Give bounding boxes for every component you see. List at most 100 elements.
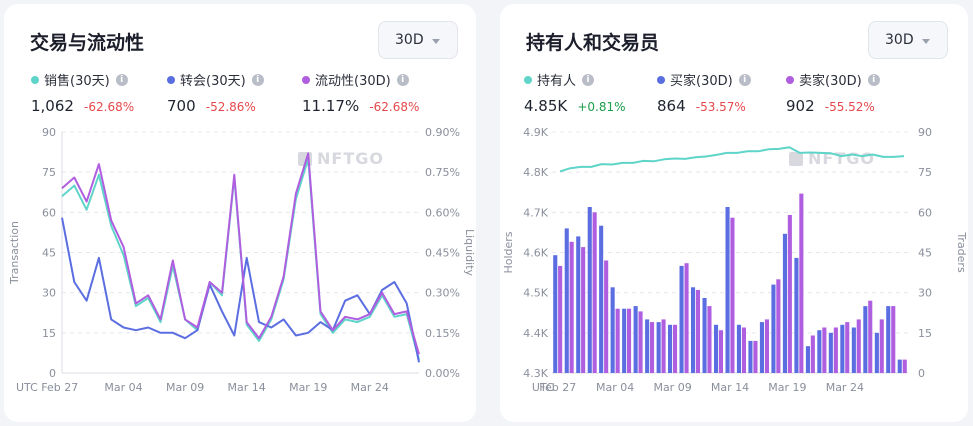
buyers-bar xyxy=(599,225,604,373)
holders-traders-card: 持有人和交易员 30D 持有人 i 4.85K +0.81% 买家(30D) i… xyxy=(500,4,968,422)
buyers-bar xyxy=(714,324,719,373)
sellers-bar xyxy=(833,327,838,373)
x-tick-label: Feb 27 xyxy=(539,381,576,394)
sellers-bar xyxy=(891,306,896,373)
info-icon[interactable]: i xyxy=(396,73,409,86)
info-icon[interactable]: i xyxy=(738,73,751,86)
buyers-bar xyxy=(771,284,776,373)
sellers-bar xyxy=(650,322,655,373)
y-tick-label: 60 xyxy=(42,206,56,219)
sellers-bar xyxy=(615,308,620,373)
stat-label: 转会(30天) xyxy=(180,74,246,89)
sellers-bar xyxy=(902,359,907,373)
stat-change: +0.81% xyxy=(577,100,626,114)
y-tick-label: 4.3K xyxy=(523,367,548,380)
y2-tick-label: 0.00% xyxy=(425,367,460,380)
buyers-bar xyxy=(794,257,799,373)
stat-label: 持有人 xyxy=(537,74,577,89)
x-tick-label: Mar 19 xyxy=(289,381,327,394)
buyers-bar xyxy=(748,340,753,373)
sellers-bar xyxy=(822,327,827,373)
y-tick-label: 75 xyxy=(42,166,56,179)
legend-dot xyxy=(524,75,532,84)
y-tick-label: 15 xyxy=(42,327,56,340)
y-tick-label: 4.5K xyxy=(523,287,548,300)
sellers-bar xyxy=(673,324,678,373)
y-tick-label: 0 xyxy=(49,367,56,380)
x-tick-label: Mar 24 xyxy=(826,381,864,394)
y-tick-label: 4.9K xyxy=(523,126,548,139)
sellers-bar xyxy=(569,241,574,373)
buyers-bar xyxy=(564,228,569,373)
x-tick-label: Mar 04 xyxy=(596,381,634,394)
y2-tick-label: 60 xyxy=(918,206,932,219)
period-label: 30D xyxy=(885,32,914,48)
sellers-bar xyxy=(845,322,850,373)
y2-axis-label: Traders xyxy=(955,231,968,273)
legend-dot xyxy=(31,75,39,84)
sellers-bar xyxy=(661,319,666,373)
sellers-bar xyxy=(879,319,884,373)
holders-traders-chart: 4.3K 0 4.4K 15 4.5K 30 4.6K 45 4.7K 60 4.8K 75 4.9K 9… xyxy=(502,126,968,394)
watermark: NFTGO xyxy=(298,149,384,168)
y2-axis-label: Liquidity xyxy=(463,229,476,277)
legend-dot xyxy=(302,75,310,84)
legend-dot xyxy=(786,75,794,84)
stat-transfers: 转会(30天) i 700 -52.86% xyxy=(167,70,264,115)
buyers-bar xyxy=(645,319,650,373)
stat-label: 流动性(30D) xyxy=(315,74,391,89)
y-tick-label: 4.6K xyxy=(523,247,548,260)
period-label: 30D xyxy=(395,32,424,48)
y2-tick-label: 15 xyxy=(918,327,932,340)
stat-label: 买家(30D) xyxy=(670,74,733,89)
buyers-bar xyxy=(759,322,764,373)
sellers-bar xyxy=(741,327,746,373)
stat-change: -52.86% xyxy=(205,100,256,114)
sellers-bar xyxy=(638,311,643,373)
buyers-bar xyxy=(851,327,856,373)
sellers-bar xyxy=(868,300,873,373)
holders-line xyxy=(559,146,905,173)
transactions-liquidity-chart: 0 0.00% 15 0.15% 30 0.30% 45 0.45% 60 0.60% 75 0.75… xyxy=(8,126,476,394)
stat-change: -53.57% xyxy=(695,100,746,114)
info-icon[interactable]: i xyxy=(582,73,595,86)
x-tick-label: Mar 24 xyxy=(351,381,389,394)
stat-change: -62.68% xyxy=(84,100,135,114)
x-tick-label: Mar 04 xyxy=(104,381,142,394)
sellers-bar xyxy=(592,212,597,373)
stat-liquidity: 流动性(30D) i 11.17% -62.68% xyxy=(302,70,419,115)
y-tick-label: 90 xyxy=(42,126,56,139)
y-tick-label: 4.8K xyxy=(523,166,548,179)
stat-value: 864 xyxy=(657,97,686,115)
x-tick-label: Mar 09 xyxy=(653,381,691,394)
buyers-bar xyxy=(817,330,822,373)
watermark-text: NFTGO xyxy=(317,149,384,168)
buyers-bar xyxy=(702,298,707,373)
buyers-bar xyxy=(679,265,684,373)
y2-tick-label: 45 xyxy=(918,247,932,260)
watermark-logo-icon xyxy=(789,152,803,166)
sellers-bar xyxy=(776,279,781,373)
buyers-bar xyxy=(874,332,879,373)
stat-value: 700 xyxy=(167,97,196,115)
y2-tick-label: 0.15% xyxy=(425,327,460,340)
period-dropdown[interactable]: 30D xyxy=(868,21,948,59)
buyers-bar xyxy=(622,308,627,373)
x-tick-label: UTC Feb 27 xyxy=(16,381,78,394)
buyers-bar xyxy=(886,306,891,373)
card-title: 持有人和交易员 xyxy=(526,32,660,54)
buyers-bar xyxy=(587,207,592,373)
stat-change: -55.52% xyxy=(824,100,875,114)
x-tick-label: Mar 14 xyxy=(228,381,266,394)
buyers-bar xyxy=(725,207,730,373)
sellers-bar xyxy=(558,265,563,373)
info-icon[interactable]: i xyxy=(251,73,264,86)
period-dropdown[interactable]: 30D xyxy=(378,21,458,59)
info-icon[interactable]: i xyxy=(867,73,880,86)
info-icon[interactable]: i xyxy=(115,73,128,86)
stat-value: 4.85K xyxy=(524,97,568,115)
stat-label: 卖家(30D) xyxy=(799,74,862,89)
y2-tick-label: 0.30% xyxy=(425,287,460,300)
chevron-down-icon xyxy=(432,39,440,44)
x-tick-label: Mar 19 xyxy=(768,381,806,394)
